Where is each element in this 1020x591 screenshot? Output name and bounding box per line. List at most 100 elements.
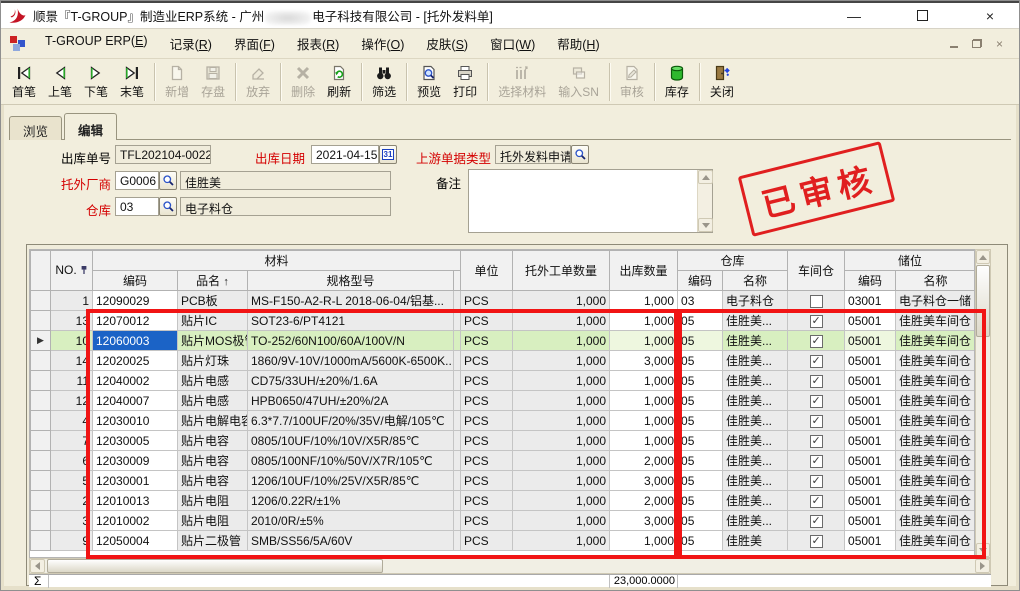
cell-unit[interactable]: PCS <box>460 470 514 491</box>
cell-spec[interactable]: MS-F150-A2-R-L 2018-06-04/铝基... <box>247 290 454 311</box>
cell-warehouse-code[interactable]: 05 <box>677 310 724 331</box>
cell-order-qty[interactable]: 1,000 <box>512 490 611 511</box>
menu-item-window[interactable]: 窗口(W) <box>490 38 536 52</box>
cell-out-qty[interactable]: 2,000 <box>609 490 679 511</box>
cell-unit[interactable]: PCS <box>460 490 514 511</box>
cell-warehouse-code[interactable]: 05 <box>677 530 724 551</box>
calendar-button[interactable]: 31 <box>379 145 397 164</box>
cell-narrow[interactable] <box>452 490 462 511</box>
cell-bin-name[interactable]: 佳胜美车间仓 <box>895 490 974 511</box>
cell-unit[interactable]: PCS <box>460 350 514 371</box>
cell-warehouse-code[interactable]: 05 <box>677 350 724 371</box>
cell-warehouse-code[interactable]: 05 <box>677 390 724 411</box>
toolbar-filter-button[interactable]: 筛选 <box>366 61 402 103</box>
cell-order-qty[interactable]: 1,000 <box>512 510 611 531</box>
table-row[interactable]: 12 12040007 贴片电感 HPB0650/47UH/±20%/2A PCS 1,0… <box>30 390 974 411</box>
scroll-up-button[interactable] <box>698 170 713 184</box>
cell-unit[interactable]: PCS <box>460 510 514 531</box>
cell-name[interactable]: 贴片IC <box>177 310 248 331</box>
cell-narrow[interactable] <box>452 390 462 411</box>
checkbox-checked-icon[interactable] <box>809 354 823 368</box>
cell-out-qty[interactable]: 2,000 <box>609 450 679 471</box>
cell-code[interactable]: 12040002 <box>92 370 178 391</box>
cell-narrow[interactable] <box>452 450 462 471</box>
out-date-field[interactable]: 2021-04-15 <box>311 145 379 164</box>
cell-workshop[interactable] <box>787 490 846 511</box>
column-header-wh-code[interactable]: 编码 <box>677 270 724 291</box>
cell-name[interactable]: 贴片电容 <box>177 470 248 491</box>
row-marker[interactable] <box>30 410 51 431</box>
cell-code[interactable]: 12070012 <box>92 310 178 331</box>
cell-bin-code[interactable]: 05001 <box>844 410 897 431</box>
table-row[interactable]: 5 12030001 贴片电容 1206/10UF/10%/25V/X5R/85℃ PC… <box>30 470 974 491</box>
checkbox-checked-icon[interactable] <box>809 434 823 448</box>
cell-code[interactable]: 12030001 <box>92 470 178 491</box>
cell-order-qty[interactable]: 1,000 <box>512 470 611 491</box>
row-marker[interactable] <box>30 310 51 331</box>
cell-code[interactable]: 12050004 <box>92 530 178 551</box>
cell-bin-name[interactable]: 佳胜美车间仓 <box>895 510 974 531</box>
row-marker[interactable]: ▶ <box>30 330 51 351</box>
cell-code[interactable]: 12010013 <box>92 490 178 511</box>
cell-out-qty[interactable]: 3,000 <box>609 510 679 531</box>
cell-bin-code[interactable]: 05001 <box>844 330 897 351</box>
cell-warehouse-name[interactable]: 佳胜美... <box>722 390 789 411</box>
cell-narrow[interactable] <box>452 410 462 431</box>
cell-out-qty[interactable]: 3,000 <box>609 350 679 371</box>
cell-narrow[interactable] <box>452 470 462 491</box>
toolbar-next-button[interactable]: 下笔 <box>78 61 114 103</box>
cell-unit[interactable]: PCS <box>460 450 514 471</box>
cell-no[interactable]: 5 <box>50 470 93 491</box>
table-row[interactable]: 3 12010002 贴片电阻 2010/0R/±5% PCS 1,000 3,000 05 佳… <box>30 510 974 531</box>
cell-warehouse-name[interactable]: 佳胜美... <box>722 490 789 511</box>
cell-workshop[interactable] <box>787 370 846 391</box>
cell-bin-name[interactable]: 佳胜美车间仓 <box>895 330 974 351</box>
cell-warehouse-name[interactable]: 佳胜美... <box>722 310 789 331</box>
horizontal-scrollbar[interactable] <box>29 558 991 574</box>
table-row[interactable]: ▶1012060003贴片MOS极管TO-252/60N100/60A/100V… <box>30 330 974 351</box>
table-row[interactable]: 1 12090029 PCB板 MS-F150-A2-R-L 2018-06-04/铝… <box>30 290 974 311</box>
cell-warehouse-code[interactable]: 05 <box>677 370 724 391</box>
cell-name[interactable]: 贴片二极管 <box>177 530 248 551</box>
cell-warehouse-name[interactable]: 佳胜美... <box>722 410 789 431</box>
cell-workshop[interactable] <box>787 450 846 471</box>
cell-out-qty[interactable]: 1,000 <box>609 530 679 551</box>
cell-name[interactable]: 贴片灯珠 <box>177 350 248 371</box>
cell-code[interactable]: 12030009 <box>92 450 178 471</box>
scroll-left-button[interactable] <box>30 559 45 573</box>
checkbox-checked-icon[interactable] <box>809 414 823 428</box>
cell-no[interactable]: 6 <box>50 450 93 471</box>
cell-warehouse-name[interactable]: 电子料仓 <box>722 290 789 311</box>
table-row[interactable]: 2 12010013 贴片电阻 1206/0.22R/±1% PCS 1,000 2,000… <box>30 490 974 511</box>
cell-no[interactable]: 10 <box>50 330 93 351</box>
cell-no[interactable]: 3 <box>50 510 93 531</box>
cell-bin-name[interactable]: 佳胜美车间仓 <box>895 410 974 431</box>
cell-no[interactable]: 9 <box>50 530 93 551</box>
tab-edit[interactable]: 编辑 <box>64 113 118 140</box>
remark-scrollbar[interactable] <box>697 170 713 232</box>
cell-warehouse-name[interactable]: 佳胜美... <box>722 370 789 391</box>
cell-code[interactable]: 12030010 <box>92 410 178 431</box>
row-marker[interactable] <box>30 450 51 471</box>
cell-warehouse-name[interactable]: 佳胜美... <box>722 350 789 371</box>
cell-code[interactable]: 12040007 <box>92 390 178 411</box>
table-row[interactable]: 14 12020025 贴片灯珠 1860/9V-10V/1000mA/5600K-6… <box>30 350 974 371</box>
toolbar-print-button[interactable]: 打印 <box>447 61 483 103</box>
cell-workshop[interactable] <box>787 310 846 331</box>
toolbar-preview-button[interactable]: 预览 <box>411 61 447 103</box>
cell-out-qty[interactable]: 1,000 <box>609 390 679 411</box>
cell-name[interactable]: 贴片电容 <box>177 450 248 471</box>
cell-bin-name[interactable]: 佳胜美车间仓 <box>895 350 974 371</box>
table-row[interactable]: 9 12050004 贴片二极管 SMB/SS56/5A/60V PCS 1,000 1,0… <box>30 530 974 551</box>
cell-bin-code[interactable]: 05001 <box>844 390 897 411</box>
cell-narrow[interactable] <box>452 430 462 451</box>
vendor-lookup-button[interactable] <box>159 171 177 190</box>
cell-out-qty[interactable]: 3,000 <box>609 470 679 491</box>
cell-warehouse-code[interactable]: 05 <box>677 490 724 511</box>
checkbox-checked-icon[interactable] <box>809 534 823 548</box>
cell-bin-name[interactable]: 佳胜美车间仓 <box>895 390 974 411</box>
toolbar-stock-button[interactable]: 库存 <box>659 61 695 103</box>
cell-code[interactable]: 12020025 <box>92 350 178 371</box>
cell-bin-code[interactable]: 05001 <box>844 430 897 451</box>
cell-warehouse-name[interactable]: 佳胜美... <box>722 430 789 451</box>
